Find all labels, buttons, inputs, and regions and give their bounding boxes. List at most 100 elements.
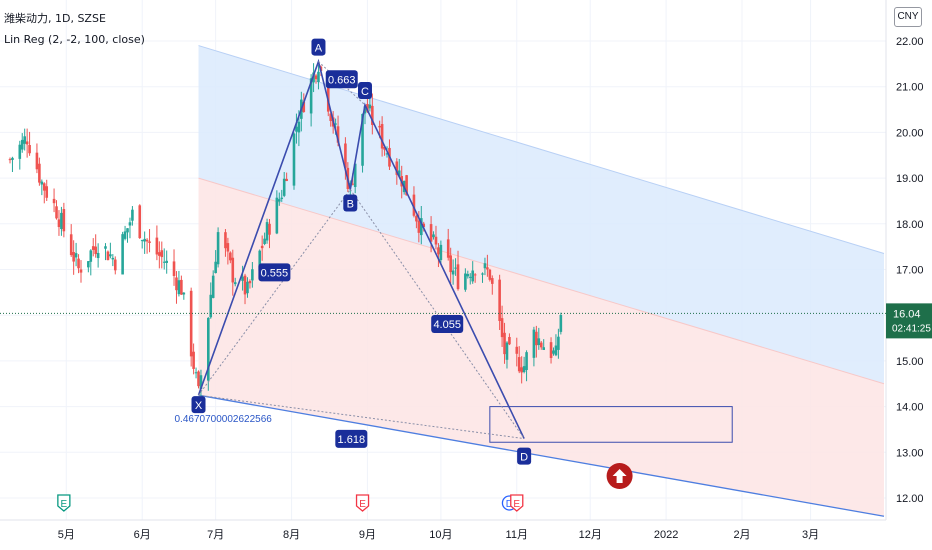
candle-body: [231, 257, 235, 283]
candle-body: [295, 126, 298, 132]
candle-body: [140, 240, 144, 242]
candle-body: [211, 275, 215, 298]
candle-body: [498, 279, 501, 321]
xabcd-pattern[interactable]: X A B C D 0.555 0.663 4.055 1.618 0.4670700002622…: [175, 38, 532, 465]
candle-body: [216, 232, 220, 265]
candle-body: [143, 238, 146, 242]
candle-body: [277, 199, 281, 202]
candle-body: [180, 279, 183, 295]
candle-body: [549, 342, 553, 358]
candle-body: [20, 139, 24, 150]
earnings-icon: [57, 494, 71, 512]
candle-body: [532, 329, 536, 358]
candle-body: [109, 254, 112, 257]
candle-body: [422, 223, 426, 228]
symbol-legend[interactable]: 潍柴动力, 1D, SZSE: [4, 12, 106, 25]
candle-body: [268, 223, 271, 235]
candle-body: [155, 237, 159, 255]
candle-body: [449, 255, 452, 273]
currency-button[interactable]: CNY: [894, 7, 922, 27]
candle-body: [326, 75, 330, 112]
candle-body: [182, 292, 186, 295]
candle-body: [412, 194, 416, 216]
candle-body: [454, 267, 457, 269]
candle-body: [280, 197, 284, 199]
candle-body: [79, 269, 83, 273]
candle-body: [258, 250, 262, 271]
candle-body: [282, 178, 286, 196]
time-tick-label: 7月: [207, 529, 224, 541]
candle-body: [194, 372, 198, 374]
candle-body: [297, 121, 301, 133]
candle-body: [508, 337, 511, 345]
candle-body: [57, 219, 61, 228]
candle-body: [464, 273, 467, 290]
candle-body: [366, 103, 369, 112]
candle-body: [535, 331, 538, 346]
price-tick-label: 14.00: [896, 402, 924, 414]
current-price-badge: [886, 303, 932, 339]
candle-body: [175, 277, 178, 291]
candle-body: [74, 253, 78, 258]
ratio-badge: [335, 429, 368, 448]
candle-body: [243, 275, 247, 295]
candle-body: [292, 133, 296, 186]
candle-body: [165, 260, 168, 263]
price-tick-label: 13.00: [896, 447, 924, 459]
candle-body: [395, 161, 399, 175]
candle-body: [380, 124, 384, 149]
candle-body: [138, 205, 142, 239]
candle-body: [60, 212, 63, 230]
candle-body: [263, 238, 266, 244]
candle-body: [473, 274, 477, 276]
candle-body: [554, 345, 558, 356]
candle-body: [145, 239, 149, 242]
candle-body: [490, 278, 494, 284]
candle-body: [302, 101, 306, 112]
candle-body: [104, 246, 107, 249]
candle-body: [241, 276, 244, 281]
pattern-point-x: X: [195, 400, 203, 412]
time-tick-label: 2022: [654, 529, 678, 541]
candle-body: [503, 332, 506, 355]
candle-body: [344, 143, 347, 168]
time-tick-label: 8月: [283, 529, 300, 541]
candle-body: [148, 241, 151, 243]
indicator-legend[interactable]: Lin Reg (2, -2, 100, close): [4, 33, 145, 46]
price-tick-label: 17.00: [896, 265, 924, 277]
price-tick-label: 19.00: [896, 173, 924, 185]
candle-body: [177, 280, 181, 295]
candle-body: [368, 104, 372, 109]
pattern-point-badge: [357, 81, 372, 99]
regression-mid-line: [198, 177, 885, 385]
price-tick-label: 15.00: [896, 356, 924, 368]
dividend-icon-glyph: D: [506, 499, 513, 510]
earnings-icon: [510, 494, 524, 512]
current-price-text: 16.04: [893, 308, 921, 320]
candle-body: [405, 175, 408, 196]
candle-body: [468, 276, 472, 278]
candle-body: [500, 318, 504, 338]
candle-body: [481, 273, 484, 275]
candle-body: [28, 145, 31, 154]
pattern-dashed-line: [198, 189, 351, 396]
candle-body: [87, 261, 90, 268]
candle-body: [214, 261, 217, 274]
candle-body: [96, 252, 100, 259]
candle-body: [552, 350, 555, 354]
candle-body: [415, 216, 418, 222]
x-price-label: 0.4670700002622566: [175, 414, 273, 425]
candle-body: [72, 252, 75, 262]
candle-body: [38, 163, 41, 183]
candle-body: [42, 183, 46, 191]
price-tick-label: 20.00: [896, 127, 924, 139]
candle-body: [417, 220, 421, 233]
ratio-label: 4.055: [433, 319, 461, 331]
candle-body: [113, 259, 117, 271]
time-tick-label: 3月: [802, 529, 819, 541]
price-tick-label: 21.00: [896, 82, 924, 94]
candle-body: [172, 261, 176, 276]
